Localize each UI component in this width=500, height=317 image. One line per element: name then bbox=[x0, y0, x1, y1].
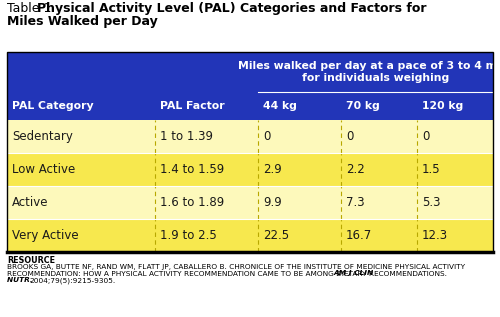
Text: RECOMMENDATION: HOW A PHYSICAL ACTIVITY RECOMMENDATION CAME TO BE AMONG DIETARY : RECOMMENDATION: HOW A PHYSICAL ACTIVITY … bbox=[7, 270, 450, 276]
Text: 44 kg: 44 kg bbox=[263, 101, 297, 111]
Text: 1.6 to 1.89: 1.6 to 1.89 bbox=[160, 196, 224, 209]
Text: PAL Category: PAL Category bbox=[12, 101, 94, 111]
Text: 2004;79(5):9215-9305.: 2004;79(5):9215-9305. bbox=[29, 277, 115, 283]
Bar bbox=[7, 186, 493, 219]
Text: 1 to 1.39: 1 to 1.39 bbox=[160, 130, 213, 143]
Text: Low Active: Low Active bbox=[12, 163, 75, 176]
Text: 0: 0 bbox=[263, 130, 270, 143]
Text: 120 kg: 120 kg bbox=[422, 101, 463, 111]
Text: Sedentary: Sedentary bbox=[12, 130, 73, 143]
Text: Active: Active bbox=[12, 196, 49, 209]
Text: 0: 0 bbox=[422, 130, 430, 143]
Text: 9.9: 9.9 bbox=[263, 196, 282, 209]
Bar bbox=[7, 219, 493, 252]
Text: 5.3: 5.3 bbox=[422, 196, 440, 209]
Bar bbox=[7, 92, 493, 120]
Text: 2.2: 2.2 bbox=[346, 163, 365, 176]
Text: 7.3: 7.3 bbox=[346, 196, 364, 209]
Text: 1.5: 1.5 bbox=[422, 163, 440, 176]
Text: 16.7: 16.7 bbox=[346, 229, 372, 242]
Text: NUTR.: NUTR. bbox=[7, 277, 35, 283]
Bar bbox=[7, 153, 493, 186]
Text: Miles Walked per Day: Miles Walked per Day bbox=[7, 15, 158, 28]
Text: PAL Factor: PAL Factor bbox=[160, 101, 224, 111]
Text: BROOKS GA, BUTTE NF, RAND WM, FLATT JP, CABALLERO B. CHRONICLE OF THE INSTITUTE : BROOKS GA, BUTTE NF, RAND WM, FLATT JP, … bbox=[7, 264, 465, 270]
Bar bbox=[7, 52, 258, 92]
Text: 0: 0 bbox=[346, 130, 354, 143]
Text: 70 kg: 70 kg bbox=[346, 101, 380, 111]
Text: 22.5: 22.5 bbox=[263, 229, 289, 242]
Text: 1.4 to 1.59: 1.4 to 1.59 bbox=[160, 163, 224, 176]
Text: 1.9 to 2.5: 1.9 to 2.5 bbox=[160, 229, 217, 242]
Bar bbox=[7, 120, 493, 153]
Bar bbox=[7, 52, 493, 252]
Text: AM J CLIN: AM J CLIN bbox=[333, 270, 373, 276]
Text: Miles walked per day at a pace of 3 to 4 mph
for individuals weighing: Miles walked per day at a pace of 3 to 4… bbox=[238, 61, 500, 83]
Text: 2.9: 2.9 bbox=[263, 163, 282, 176]
Text: Very Active: Very Active bbox=[12, 229, 78, 242]
Text: Table 1: Table 1 bbox=[7, 2, 56, 15]
Text: 12.3: 12.3 bbox=[422, 229, 448, 242]
Text: RESOURCE: RESOURCE bbox=[7, 256, 55, 265]
Text: Physical Activity Level (PAL) Categories and Factors for: Physical Activity Level (PAL) Categories… bbox=[37, 2, 426, 15]
Bar bbox=[258, 52, 493, 92]
